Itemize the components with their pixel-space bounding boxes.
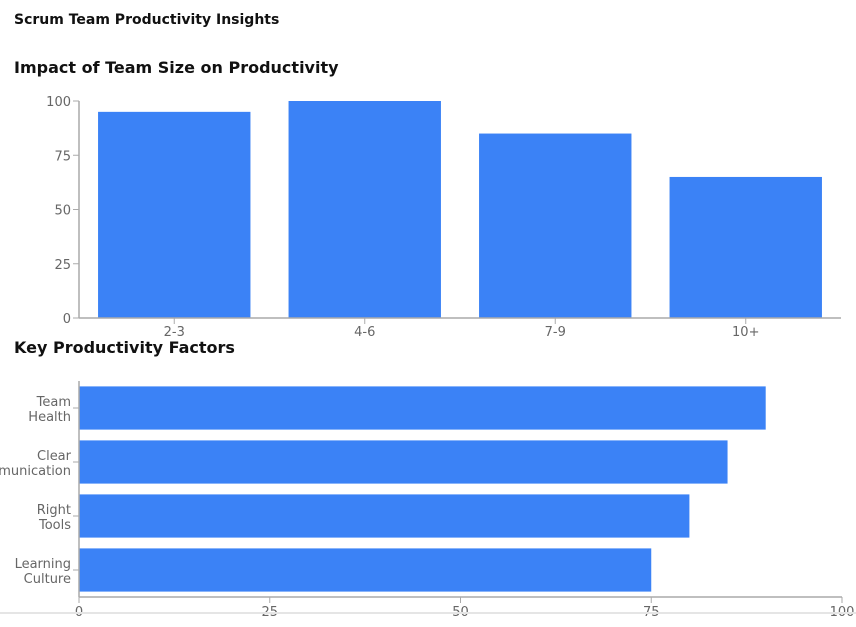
y-tick-label: Learning Culture (15, 557, 71, 587)
bar-clear-communication (79, 440, 728, 484)
y-tick-label: 100 (46, 95, 71, 110)
y-tick-label: 0 (63, 312, 71, 327)
x-tick-label: 7-9 (545, 325, 566, 340)
y-tick-label-line: Tools (38, 518, 71, 533)
y-tick-label: 75 (54, 149, 71, 164)
scroll-border (0, 612, 856, 614)
y-tick: 75 (54, 149, 79, 164)
bar-2-3 (98, 111, 251, 318)
y-tick-label: Team Health (28, 395, 71, 425)
x-tick: 4-6 (354, 318, 375, 340)
y-tick-label: 50 (54, 204, 71, 219)
bar-10+ (669, 176, 822, 318)
y-tick: ClearCommunication (0, 449, 79, 479)
bar-right-tools (79, 494, 690, 538)
y-tick: 25 (54, 258, 79, 273)
bar-4-6 (288, 101, 441, 318)
y-tick: Team Health (28, 395, 79, 425)
x-tick: 10+ (732, 318, 759, 340)
y-tick: Right Tools (37, 503, 79, 533)
y-tick-label-line: Clear (37, 449, 72, 464)
y-tick: 0 (63, 312, 79, 327)
x-tick: 100 (830, 597, 854, 620)
chart2-title: Key Productivity Factors (14, 338, 235, 357)
y-tick-label-line: Learning (15, 557, 71, 572)
x-tick: 7-9 (545, 318, 566, 340)
x-tick: 2-3 (164, 318, 185, 340)
x-tick: 0 (75, 597, 83, 620)
y-tick-label-line: Team (36, 395, 71, 410)
y-tick-label: Right Tools (37, 503, 71, 533)
x-tick: 75 (643, 597, 660, 620)
x-tick-label: 10+ (732, 325, 759, 340)
page-title: Scrum Team Productivity Insights (14, 12, 280, 28)
x-tick: 50 (452, 597, 469, 620)
y-tick-label-line: Culture (24, 572, 71, 587)
y-tick: 50 (54, 204, 79, 219)
bar-7-9 (479, 133, 632, 318)
y-tick: 100 (46, 95, 79, 110)
y-tick-label-line: Communication (0, 464, 71, 479)
x-tick-label: 2-3 (164, 325, 185, 340)
chart1-title: Impact of Team Size on Productivity (14, 58, 339, 77)
x-tick: 25 (261, 597, 278, 620)
x-tick-label: 4-6 (354, 325, 375, 340)
y-tick-label-line: Health (28, 410, 71, 425)
bar-team-health (79, 386, 766, 430)
y-tick: Learning Culture (15, 557, 79, 587)
bar-learning-culture (79, 548, 652, 592)
team-size-chart: 0 25 50 75 100 2-3 4-6 7-9 10+ (46, 95, 841, 340)
y-tick-label: ClearCommunication (0, 449, 72, 479)
y-tick-label-line: Right (37, 503, 71, 518)
y-tick-label: 25 (54, 258, 71, 273)
